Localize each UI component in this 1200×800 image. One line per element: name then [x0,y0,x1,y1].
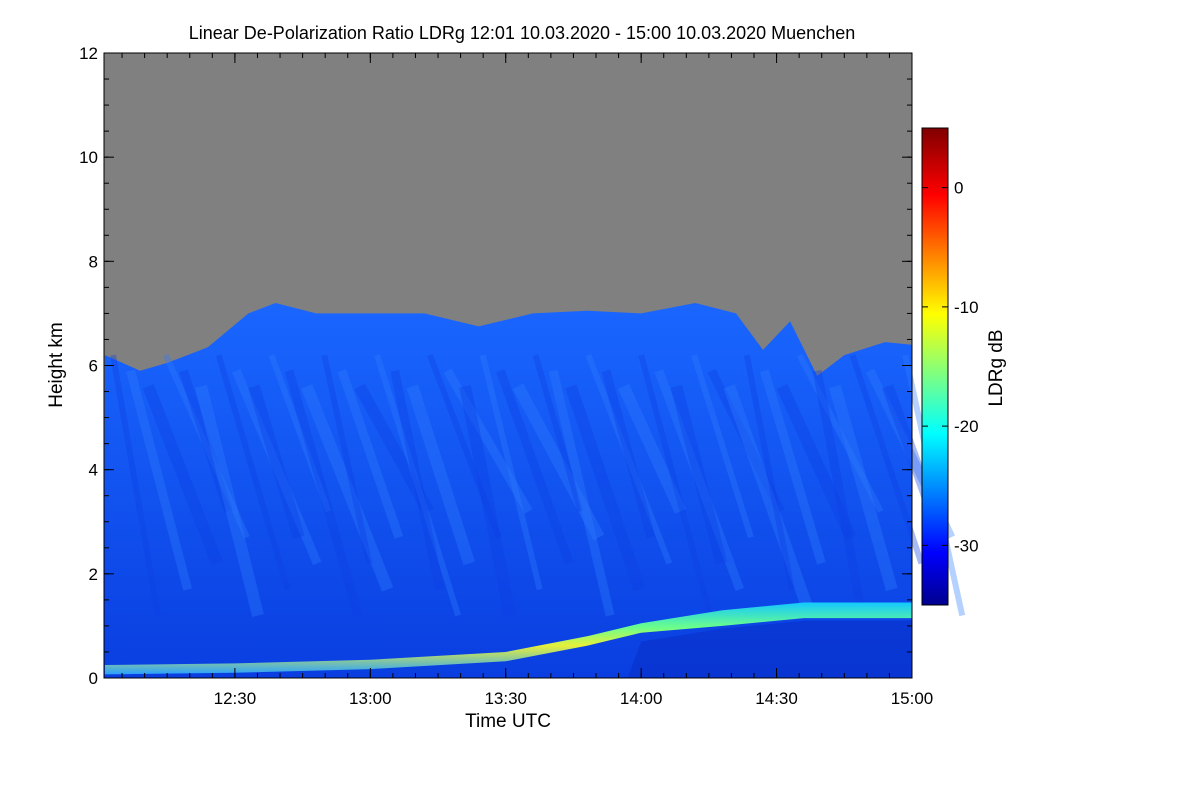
fall-streak [163,353,250,539]
y-tick-label: 0 [89,669,98,688]
fall-streak [459,385,516,617]
fall-streak [248,384,305,540]
fall-streak [142,384,223,566]
fall-streak [512,383,605,541]
colorbar-tick-label: -20 [954,417,979,436]
colorbar-tick-label: 0 [954,179,963,198]
fall-streak [374,354,461,617]
fall-streaks [110,353,966,618]
fall-streak [110,354,161,617]
fall-streak [232,368,322,566]
fall-streak [565,384,646,592]
x-axis: 12:30 13:00 13:30 14:00 14:30 15:00 [121,53,934,708]
fall-streak [301,384,394,592]
fall-streak [760,369,826,565]
x-tick-label: 14:00 [620,689,663,708]
fall-streak [443,368,533,514]
y-axis-label: Height km [46,322,67,408]
y-tick-label: 8 [89,252,98,271]
fall-streak [532,354,584,513]
fall-streak [479,354,543,591]
fall-streak [496,369,574,565]
fall-streak [284,369,363,617]
y-tick-label: 10 [79,148,98,167]
chart-title: Linear De-Polarization Ratio LDRg 12:01 … [189,23,855,43]
fall-streak [548,369,615,617]
x-tick-label: 12:30 [214,689,257,708]
y-tick-label: 12 [79,44,98,63]
y-axis: 0 2 4 6 8 10 12 [79,44,912,688]
fall-streak [427,354,502,539]
fall-streak [618,383,687,514]
fall-streak [812,369,867,617]
fall-streak [654,369,744,592]
boundary-layer [104,602,912,675]
x-tick-label: 13:30 [484,689,527,708]
fall-streak [406,384,476,566]
x-tick-label: 15:00 [891,689,934,708]
signal-region [104,303,912,678]
colorbar-gradient [921,127,949,606]
fall-streak [337,369,404,539]
y-tick-label: 6 [89,357,98,376]
fall-streak [126,369,192,591]
fall-streak [776,383,857,540]
fall-streak [670,384,728,565]
fall-streak [195,384,264,617]
fall-streak [638,354,714,617]
y-tick-label: 4 [89,461,98,480]
colorbar-ticks: 0 -10 -20 -30 [922,179,979,555]
colorbar-tick-label: -30 [954,536,979,555]
colorbar-label: LDRg dB [986,329,1007,406]
fall-streak [601,369,656,539]
colorbar: 0 -10 -20 -30 LDRg dB [921,127,1007,606]
fall-streak [390,369,445,591]
x-axis-label: Time UTC [465,711,551,732]
low-signal-region [627,620,912,678]
fall-streak [321,354,373,565]
plot-area [103,52,966,679]
fall-streak [585,353,673,565]
fall-streak [796,353,884,513]
fall-streak [354,383,434,515]
y-tick-label: 2 [89,565,98,584]
fall-streak [179,369,233,513]
fall-streak [268,354,332,513]
x-tick-label: 14:30 [755,689,798,708]
x-tick-label: 13:00 [349,689,392,708]
fall-streak [829,384,898,592]
fall-streak [723,384,816,618]
colorbar-tick-label: -10 [954,298,979,317]
fall-streak [691,354,754,539]
fall-streak [215,354,291,591]
fall-streak [707,368,785,514]
fall-streak [743,354,795,591]
fall-streak [849,354,925,565]
